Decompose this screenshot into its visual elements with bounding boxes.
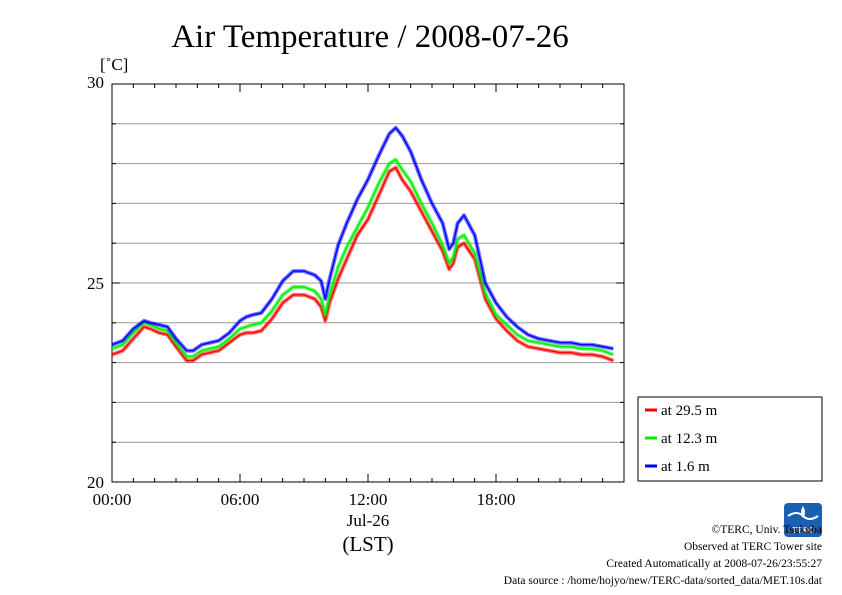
series-line-12-3m (111, 158, 614, 358)
credits: ©TERC, Univ. Tsukuba Observed at TERC To… (504, 524, 823, 587)
terc-logo: TERC (784, 503, 822, 537)
y-tick-labels: 30 25 20 (87, 73, 104, 492)
y-tick-label-30: 30 (87, 73, 104, 92)
series-line-29-5m (111, 166, 614, 362)
x-tick-label-1800: 18:00 (477, 490, 516, 509)
credit-observation-site: Observed at TERC Tower site (684, 541, 822, 553)
x-tick-label-1200: 12:00 (349, 490, 388, 509)
terc-logo-background (784, 503, 822, 537)
terc-logo-text: TERC (792, 526, 814, 535)
series-line-1-6m (111, 127, 614, 352)
x-tick-labels: 00:00 06:00 12:00 18:00 (93, 490, 516, 509)
series-layer (111, 125, 615, 363)
y-axis-unit-label: [˚C] (100, 55, 128, 74)
credit-created-timestamp: Created Automatically at 2008-07-26/23:5… (606, 558, 822, 570)
y-tick-label-25: 25 (87, 274, 104, 293)
legend: at 29.5 m at 12.3 m at 1.6 m (637, 396, 823, 482)
credit-data-source: Data source : /home/hojyo/new/TERC-data/… (504, 575, 823, 587)
x-tick-label-0000: 00:00 (93, 490, 132, 509)
y-tick-label-20: 20 (87, 473, 104, 492)
axis-ticks (112, 84, 624, 482)
x-axis-date-label: Jul-26 (347, 511, 390, 530)
series-band-1-6m (111, 125, 614, 353)
legend-label-29-5m: at 29.5 m (661, 403, 718, 419)
gridlines (112, 123, 624, 443)
legend-label-1-6m: at 1.6 m (661, 459, 710, 475)
series-band-29-5m (111, 165, 615, 363)
x-tick-label-0600: 06:00 (221, 490, 260, 509)
legend-label-12-3m: at 12.3 m (661, 431, 718, 447)
credit-copyright: ©TERC, Univ. Tsukuba (712, 524, 822, 536)
chart-title: Air Temperature / 2008-07-26 (171, 19, 569, 55)
legend-box (637, 396, 823, 482)
water-drop-icon (801, 506, 805, 518)
x-axis-unit-label: (LST) (342, 532, 393, 556)
